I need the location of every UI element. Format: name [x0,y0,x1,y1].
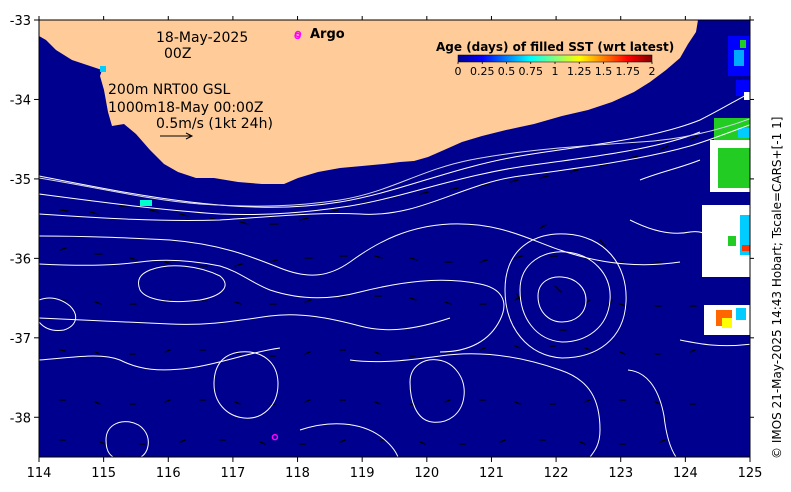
x-tick-label: 123 [608,466,633,481]
y-tick-label: -33 [10,14,31,29]
y-tick-label: -37 [10,332,31,347]
x-axis: 114 115 116 117 118 119 120 121 122 123 124 125 [27,16,763,481]
depth-label-line1: 200m NRT00 GSL [108,82,231,98]
velocity-scale-label: 0.5m/s (1kt 24h) [156,116,273,132]
date-label-line1: 18-May-2025 [156,30,248,46]
sea-level-contours [39,92,750,457]
y-tick-label: -34 [10,93,31,108]
colorbar-title: Age (days) of filled SST (wrt latest) [436,40,674,54]
y-tick-label: -35 [10,173,31,188]
y-tick-label: -38 [10,411,31,426]
date-label-line2: 00Z [164,46,191,62]
argo-legend-label: Argo [310,27,345,42]
colorbar-tick-label: 0.5 [498,65,516,78]
sst-fill-patches [100,36,750,335]
x-tick-label: 125 [738,466,763,481]
depth-label-line2: 1000m18-May 00:00Z [108,100,263,116]
shelf-break-contour [39,118,750,207]
velocity-scale-arrow [160,132,194,140]
x-tick-label: 121 [479,466,504,481]
argo-legend-marker [294,30,302,38]
y-axis: -33 -34 -35 -36 -37 -38 [10,14,754,426]
geostrophic-velocity-arrows [59,135,699,445]
colorbar-tick-label: 0.25 [470,65,495,78]
colorbar-tick-label: 1.75 [616,65,641,78]
argo-float-marker [271,433,279,441]
colorbar [457,54,653,63]
colorbar-tick-label: 1.5 [595,65,613,78]
colorbar-tick-label: 1 [552,65,559,78]
x-tick-label: 115 [91,466,116,481]
x-tick-label: 117 [220,466,245,481]
credit-text: © IMOS 21-May-2025 14:43 Hobart; Tscale=… [770,117,784,459]
x-tick-label: 124 [673,466,698,481]
x-tick-label: 116 [156,466,181,481]
x-tick-label: 114 [27,466,52,481]
x-tick-label: 118 [285,466,310,481]
y-tick-label: -36 [10,252,31,267]
plot-frame [38,19,751,458]
colorbar-tick-label: 0.75 [519,65,544,78]
colorbar-ticks: 0 0.25 0.5 0.75 1 1.25 1.5 1.75 2 [455,62,656,78]
colorbar-tick-label: 1.25 [567,65,592,78]
colorbar-tick-label: 2 [649,65,656,78]
x-tick-label: 120 [414,466,439,481]
x-tick-label: 122 [544,466,569,481]
colorbar-tick-label: 0 [455,65,462,78]
x-tick-label: 119 [350,466,375,481]
